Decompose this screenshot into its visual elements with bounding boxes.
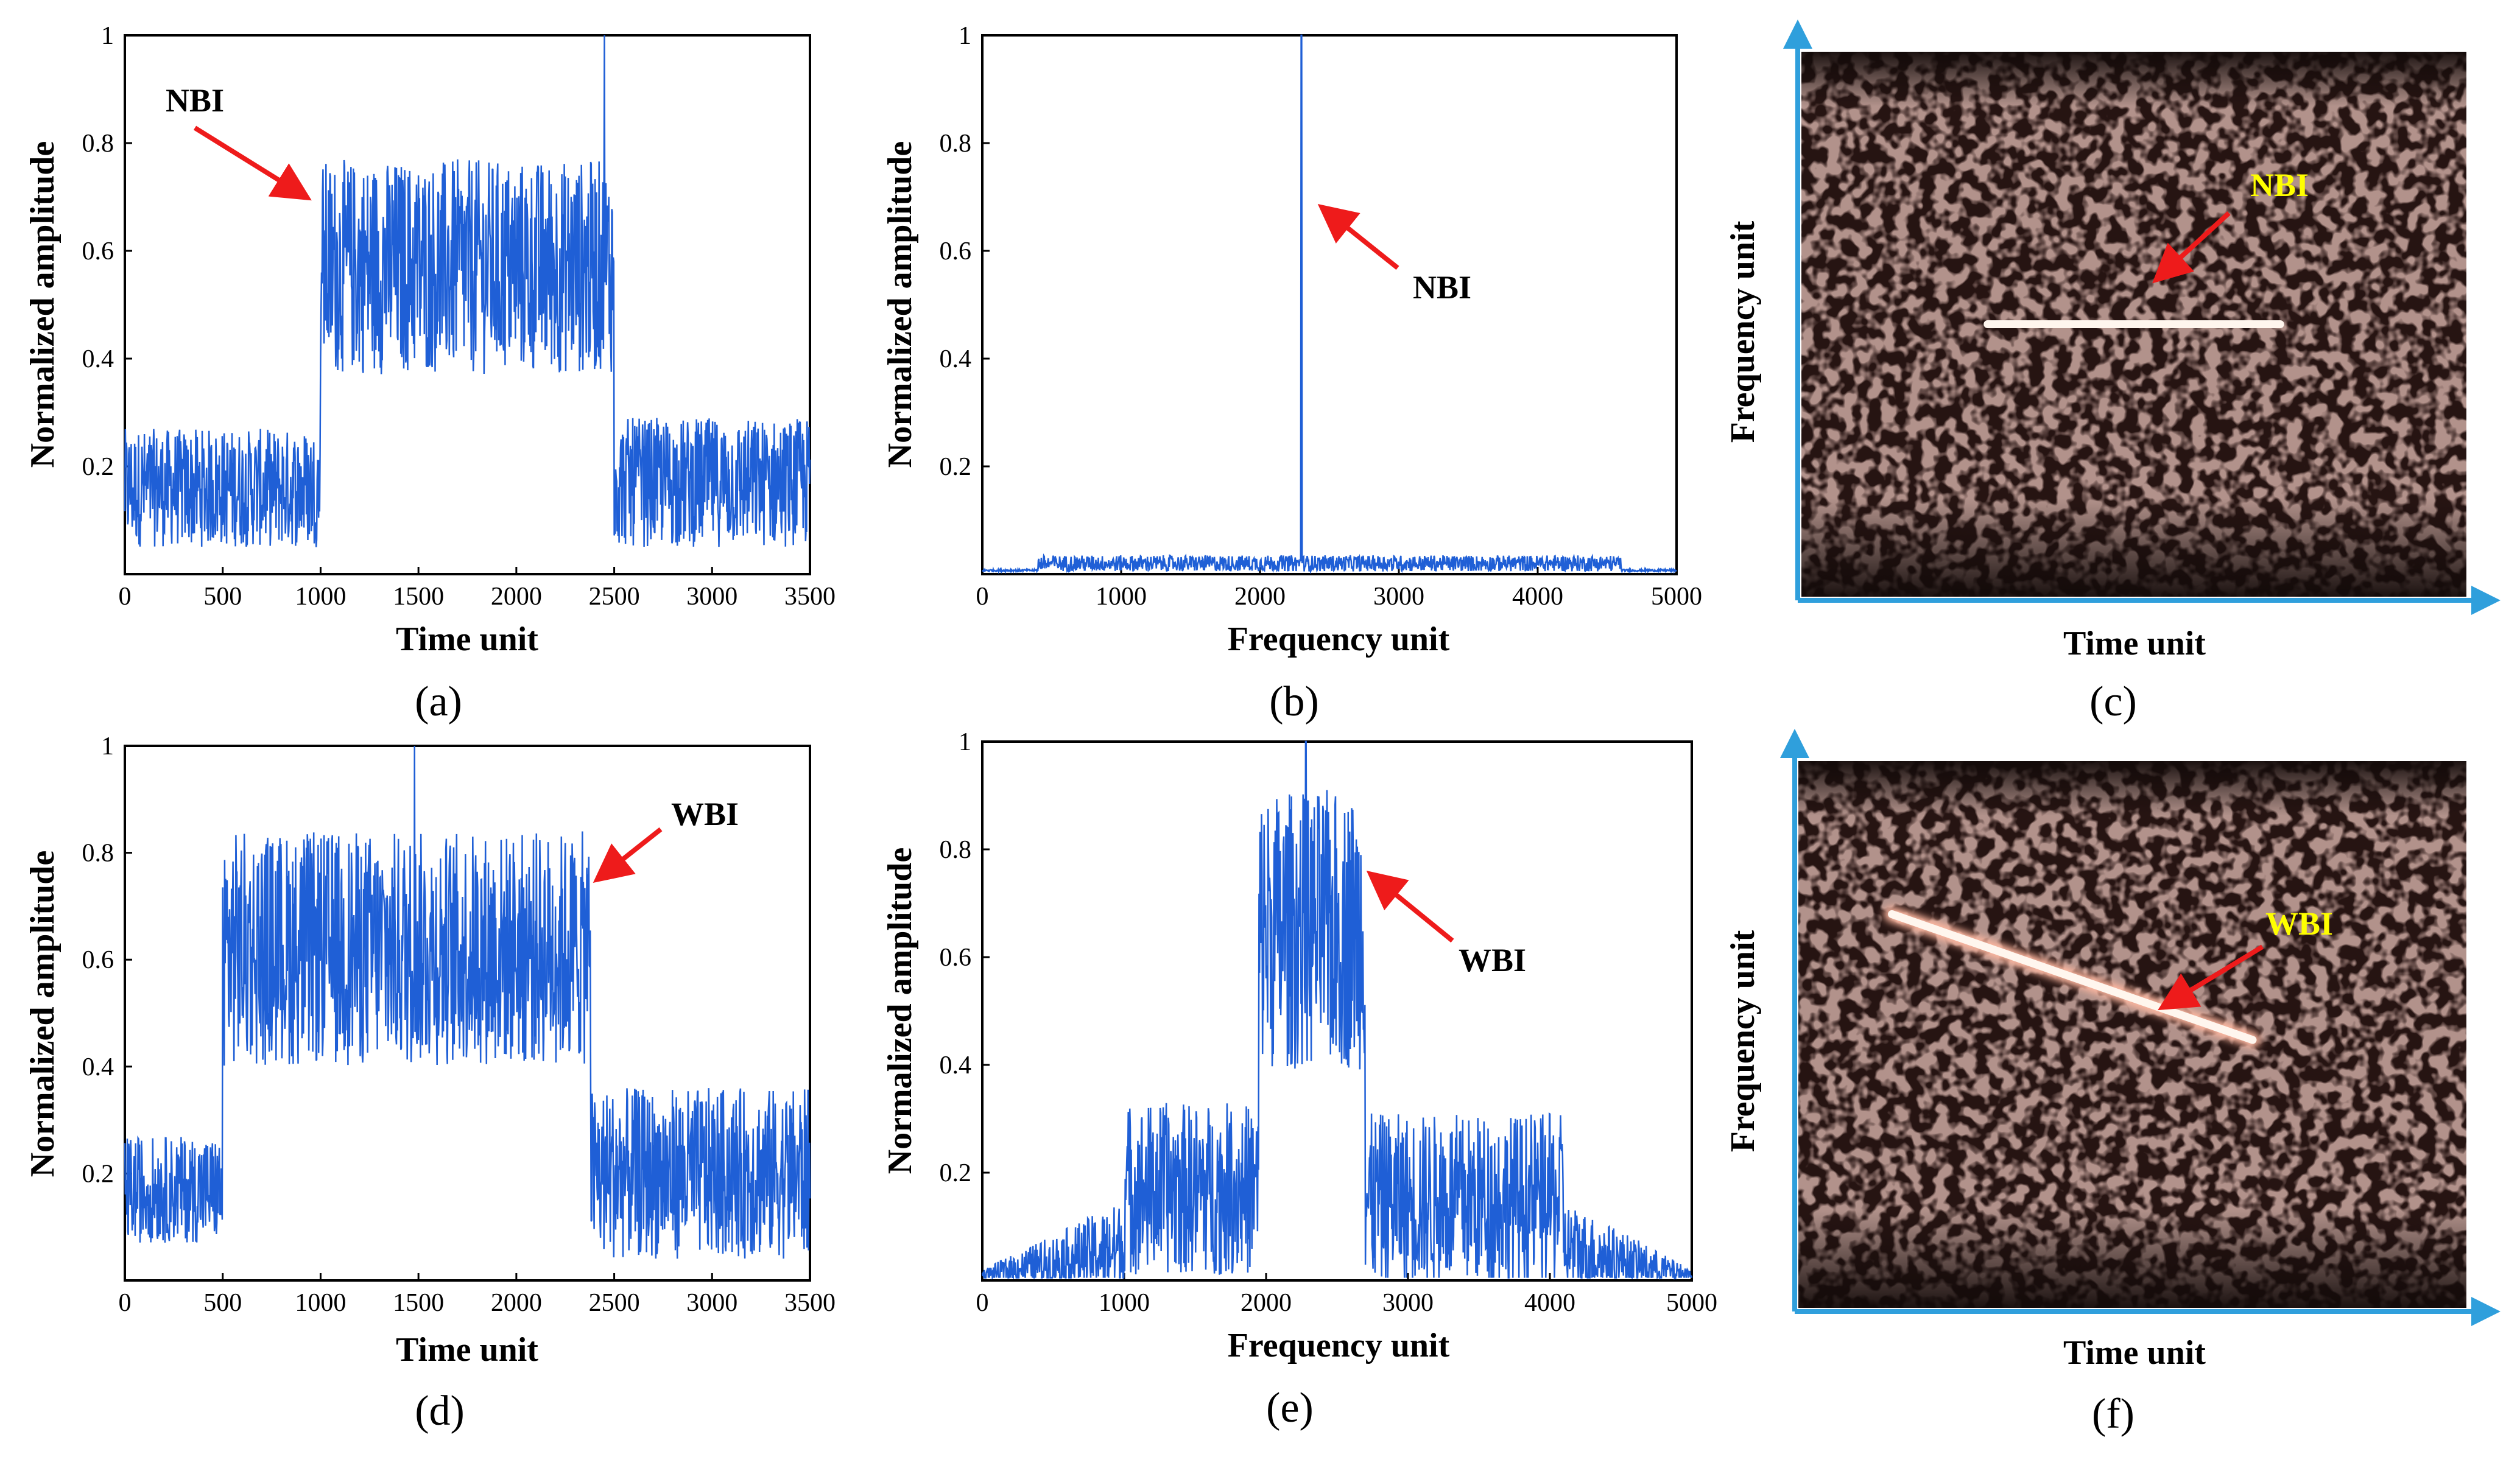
panel-c: NBI Time unit Frequency unit (c) <box>1724 19 2501 725</box>
y-tick-label: 1 <box>959 728 971 756</box>
arrow-f <box>2158 944 2264 1011</box>
y-tick-label: 0.6 <box>940 237 972 265</box>
x-tick-label: 0 <box>119 1289 132 1317</box>
y-tick-label: 0.4 <box>940 1051 972 1080</box>
y-tick-label: 0.2 <box>82 453 114 481</box>
x-tick-label: 5000 <box>1651 583 1702 611</box>
y-tick-label: 0.2 <box>940 453 972 481</box>
x-tick-label: 3000 <box>686 583 737 611</box>
signal-series-a <box>124 35 811 547</box>
annotation-nbi-c: NBI <box>2250 167 2309 203</box>
x-tick-label: 1500 <box>393 583 444 611</box>
annotation-wbi-e: WBI <box>1459 942 1526 978</box>
arrow-e <box>1366 870 1454 943</box>
x-tick-label: 1000 <box>1096 583 1147 611</box>
x-tick-label: 2500 <box>589 1289 640 1317</box>
panel-e: 0 1000 2000 3000 4000 5000 0.2 0.4 0.6 0.8 1 Frequ… <box>881 728 1717 1431</box>
caption-e: (e) <box>1266 1385 1314 1431</box>
x-tick-label: 0 <box>976 1289 989 1317</box>
y-axis-label-c: Frequency unit <box>1724 220 1762 443</box>
caption-a: (a) <box>415 678 462 725</box>
annotation-nbi-a: NBI <box>166 82 224 119</box>
arrow-c <box>2152 211 2231 284</box>
x-tick-label: 4000 <box>1512 583 1563 611</box>
y-tick-label: 0.4 <box>82 1053 114 1081</box>
x-axis-label-c: Time unit <box>2063 625 2206 662</box>
x-tick-label: 2500 <box>589 583 640 611</box>
x-tick-label: 3500 <box>784 583 836 611</box>
annotation-wbi-f: WBI <box>2265 905 2333 942</box>
panel-d: 0 500 1000 1500 2000 2500 3000 3500 0.2 0.4 0.6 0.8… <box>24 732 836 1434</box>
y-tick-label: 0.2 <box>82 1160 114 1188</box>
x-tick-label: 1500 <box>393 1289 444 1317</box>
y-tick-label: 1 <box>959 22 971 50</box>
y-tick-label: 0.8 <box>82 840 114 868</box>
y-tick-label: 0.6 <box>940 944 972 972</box>
x-tick-label: 3500 <box>784 1289 836 1317</box>
y-tick-label: 0.4 <box>82 345 114 373</box>
x-tick-label: 2000 <box>491 583 542 611</box>
signal-series-b <box>981 34 1677 575</box>
caption-d: (d) <box>415 1388 465 1434</box>
x-tick-label: 500 <box>203 1289 242 1317</box>
caption-c: (c) <box>2089 678 2137 725</box>
interference-line-f <box>1888 910 2257 1044</box>
panel-a: 0 500 1000 1500 2000 2500 3000 3500 0.2 0.4 0.6 0.8… <box>24 22 836 725</box>
plot-area-e <box>981 740 1693 1282</box>
x-axis-label-f: Time unit <box>2063 1334 2206 1372</box>
y-axis-label-b: Normalized amplitude <box>881 141 919 468</box>
y-tick-label: 0.6 <box>82 237 114 265</box>
x-axis-label-b: Frequency unit <box>1228 620 1450 658</box>
x-tick-label: 0 <box>976 583 989 611</box>
y-axis-label-d: Normalized amplitude <box>24 851 62 1178</box>
x-tick-label: 500 <box>203 583 242 611</box>
x-tick-label: 0 <box>119 583 132 611</box>
x-axis-label-d: Time unit <box>396 1331 538 1369</box>
x-tick-label: 1000 <box>295 583 346 611</box>
y-axis-label-f: Frequency unit <box>1724 930 1762 1152</box>
arrow-d <box>593 827 663 883</box>
arrow-b <box>1317 204 1399 270</box>
arrow-a <box>193 125 312 201</box>
y-tick-label: 0.4 <box>940 345 972 373</box>
x-tick-label: 3000 <box>1382 1289 1434 1317</box>
y-tick-label: 0.6 <box>82 946 114 974</box>
y-tick-label: 1 <box>101 22 114 50</box>
caption-f: (f) <box>2092 1391 2135 1438</box>
signal-series-e <box>981 740 1693 1280</box>
y-tick-label: 0.8 <box>82 130 114 158</box>
y-tick-label: 0.2 <box>940 1159 972 1187</box>
x-tick-label: 3000 <box>1373 583 1424 611</box>
caption-b: (b) <box>1269 678 1319 725</box>
x-tick-label: 2000 <box>1234 583 1286 611</box>
x-axis-label-e: Frequency unit <box>1228 1327 1450 1364</box>
x-tick-label: 4000 <box>1524 1289 1575 1317</box>
x-tick-label: 3000 <box>686 1289 737 1317</box>
signal-series-d <box>124 745 811 1259</box>
x-tick-label: 2000 <box>1241 1289 1292 1317</box>
annotation-wbi-d: WBI <box>671 796 739 832</box>
y-axis-label-a: Normalized amplitude <box>24 141 62 468</box>
y-tick-label: 0.8 <box>940 130 972 158</box>
y-tick-label: 0.8 <box>940 836 972 864</box>
plot-area-b <box>981 34 1678 575</box>
x-tick-label: 1000 <box>1099 1289 1150 1317</box>
y-tick-label: 1 <box>101 732 114 760</box>
x-tick-label: 2000 <box>491 1289 542 1317</box>
panel-b: 0 1000 2000 3000 4000 5000 0.2 0.4 0.6 0.8 1 Frequ… <box>881 22 1702 725</box>
x-tick-label: 1000 <box>295 1289 346 1317</box>
y-axis-label-e: Normalized amplitude <box>881 848 919 1174</box>
x-tick-label: 5000 <box>1666 1289 1717 1317</box>
annotation-nbi-b: NBI <box>1413 269 1471 306</box>
x-axis-label-a: Time unit <box>396 620 538 658</box>
spectrogram-fade-f <box>1798 761 2466 1308</box>
panel-f: WBI Time unit Frequency unit (f) <box>1724 729 2501 1438</box>
